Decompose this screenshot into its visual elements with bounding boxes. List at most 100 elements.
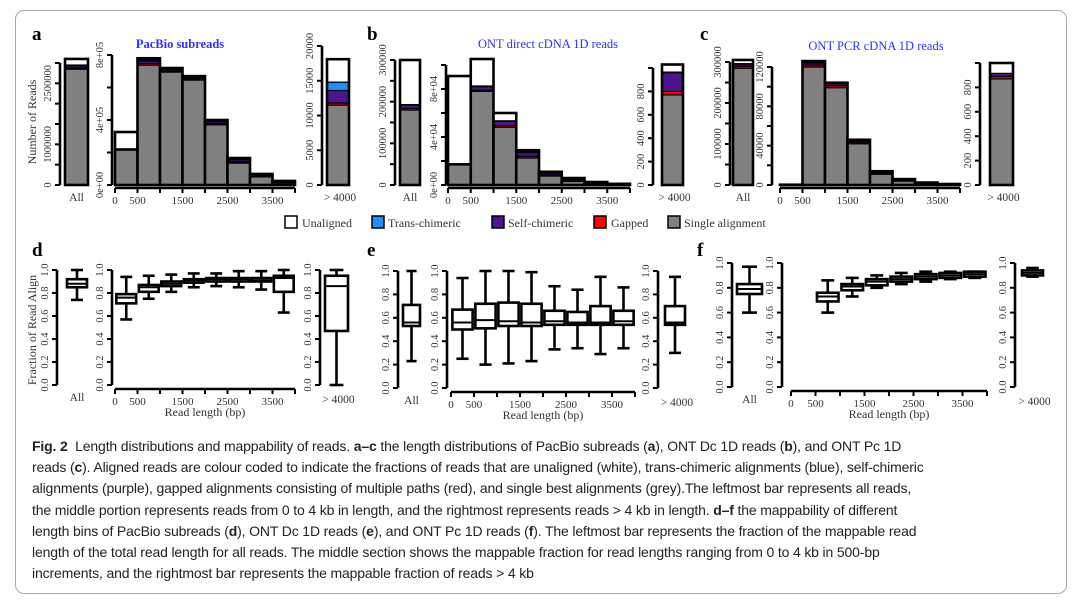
bar-outline xyxy=(271,179,297,187)
y-tick-label: 0.4 xyxy=(430,334,441,348)
bar-bin xyxy=(846,138,872,187)
y-tick-label: 0.6 xyxy=(430,311,441,324)
y-tick-label: 120000 xyxy=(755,51,766,83)
legend-label: Unaligned xyxy=(302,216,352,230)
y-tick-label: 400 xyxy=(963,128,974,144)
bar-over-4000 xyxy=(325,57,351,187)
box-iqr xyxy=(589,304,612,327)
y-axis-label: Number of Reads xyxy=(25,79,39,164)
caption-line: increments, and the rightmost bar repres… xyxy=(32,563,924,584)
y-tick-label: 0.6 xyxy=(40,309,51,322)
bar-outline xyxy=(660,63,685,187)
y-tick-label: 0.2 xyxy=(303,355,314,368)
y-tick-label: 0.8 xyxy=(303,286,314,299)
boxplot xyxy=(589,275,612,356)
y-tick-label: 0.4 xyxy=(40,332,51,346)
y-tick-label: 1.0 xyxy=(998,256,1009,269)
bar-segment-single-alignment xyxy=(732,67,754,186)
y-tick-label: 0.6 xyxy=(95,309,106,322)
y-tick-label: 0.4 xyxy=(765,330,776,344)
bar-segment-single-alignment xyxy=(326,104,350,186)
x-tick-label: 0 xyxy=(788,398,794,410)
boxplot xyxy=(182,272,205,289)
caption-text: Length distributions and mappability of … xyxy=(67,438,354,454)
caption-text: the length distributions of PacBio subre… xyxy=(376,438,648,454)
bar-segment-single-alignment xyxy=(399,109,421,186)
y-tick-label: 8e+04 xyxy=(429,75,440,102)
x-tick-label: 3500 xyxy=(262,195,285,207)
boxplot xyxy=(227,269,250,289)
y-tick-label: 1.0 xyxy=(430,264,441,277)
x-tick-label: 2500 xyxy=(217,396,240,408)
y-tick-label: 2500000 xyxy=(43,65,54,102)
caption-text: ). The leftmost bar represents the fract… xyxy=(533,522,917,539)
bar-outline xyxy=(63,57,90,187)
caption-text: the mappability of different xyxy=(733,501,898,518)
y-tick-label: 0.6 xyxy=(765,306,776,319)
bar-bin xyxy=(891,177,917,187)
panel-label: f xyxy=(697,240,704,261)
bar-segment-single-alignment xyxy=(661,94,684,186)
bar-bin xyxy=(271,179,297,187)
x-tick-label: 2500 xyxy=(217,195,240,207)
x-tick-label: 1500 xyxy=(505,195,528,207)
box-iqr xyxy=(520,302,543,328)
category-label: All xyxy=(403,192,418,204)
x-tick-label: 2500 xyxy=(882,195,905,207)
bar-segment-unaligned xyxy=(447,75,472,165)
bar-outline xyxy=(325,57,351,187)
y-tick-label: 10000 xyxy=(305,102,316,128)
bar-bin xyxy=(136,56,162,187)
boxplot xyxy=(205,272,228,288)
boxplot xyxy=(543,284,566,351)
legend-swatch xyxy=(667,215,681,229)
y-tick-label: 600 xyxy=(636,107,647,123)
bar-bin xyxy=(469,57,495,187)
boxplot xyxy=(272,268,295,314)
caption-bold-text: f xyxy=(528,522,534,539)
panel-label: d xyxy=(32,240,43,261)
y-tick-label: 1.0 xyxy=(641,264,652,277)
box-iqr xyxy=(543,309,566,327)
y-tick-label: 400 xyxy=(636,130,647,146)
bar-bin xyxy=(248,172,274,187)
legend-label: Self-chimeric xyxy=(508,216,573,230)
y-tick-label: 0.4 xyxy=(303,332,314,346)
box-iqr xyxy=(663,304,687,327)
bar-segment-unaligned xyxy=(399,59,421,106)
category-label: > 4000 xyxy=(324,192,357,204)
caption-line: length of the total read length for all … xyxy=(32,542,924,563)
y-tick-label: 800 xyxy=(963,80,974,96)
y-tick-label: 0 xyxy=(378,182,389,187)
y-tick-label: 0.8 xyxy=(430,288,441,301)
box-iqr xyxy=(401,303,422,328)
y-tick-label: 1000000 xyxy=(43,126,54,163)
boxplot xyxy=(137,274,160,301)
caption-text: ), ONT Dc 1D reads ( xyxy=(655,438,785,454)
legend-label: Single alignment xyxy=(684,216,766,230)
y-tick-label: 0.6 xyxy=(998,306,1009,319)
category-label: > 4000 xyxy=(658,192,691,204)
bar-segment-single-alignment xyxy=(492,126,517,186)
y-tick-label: 0.8 xyxy=(95,286,106,299)
x-tick-label: 0 xyxy=(448,399,454,411)
y-axis-label: Fraction of Read Align xyxy=(25,275,39,385)
caption-text: alignments (purple), gapped alignments c… xyxy=(32,480,912,497)
boxplot xyxy=(938,270,963,281)
bar-outline xyxy=(936,182,962,187)
caption-bold-text: c xyxy=(74,459,83,476)
y-tick-label: 200000 xyxy=(713,87,724,119)
category-label: All xyxy=(69,192,84,204)
bar-bin xyxy=(226,156,252,187)
y-tick-label: 0 xyxy=(636,182,647,187)
x-tick-label: 0 xyxy=(445,195,451,207)
boxplot xyxy=(815,279,840,314)
bar-outline xyxy=(823,81,849,187)
boxplot xyxy=(735,265,764,314)
bar-segment-self-chimeric xyxy=(326,89,350,104)
boxplot xyxy=(864,274,889,290)
category-label: All xyxy=(70,392,85,404)
boxplot xyxy=(663,275,687,355)
panel-label: b xyxy=(367,24,378,45)
y-tick-label: 0.8 xyxy=(40,286,51,299)
